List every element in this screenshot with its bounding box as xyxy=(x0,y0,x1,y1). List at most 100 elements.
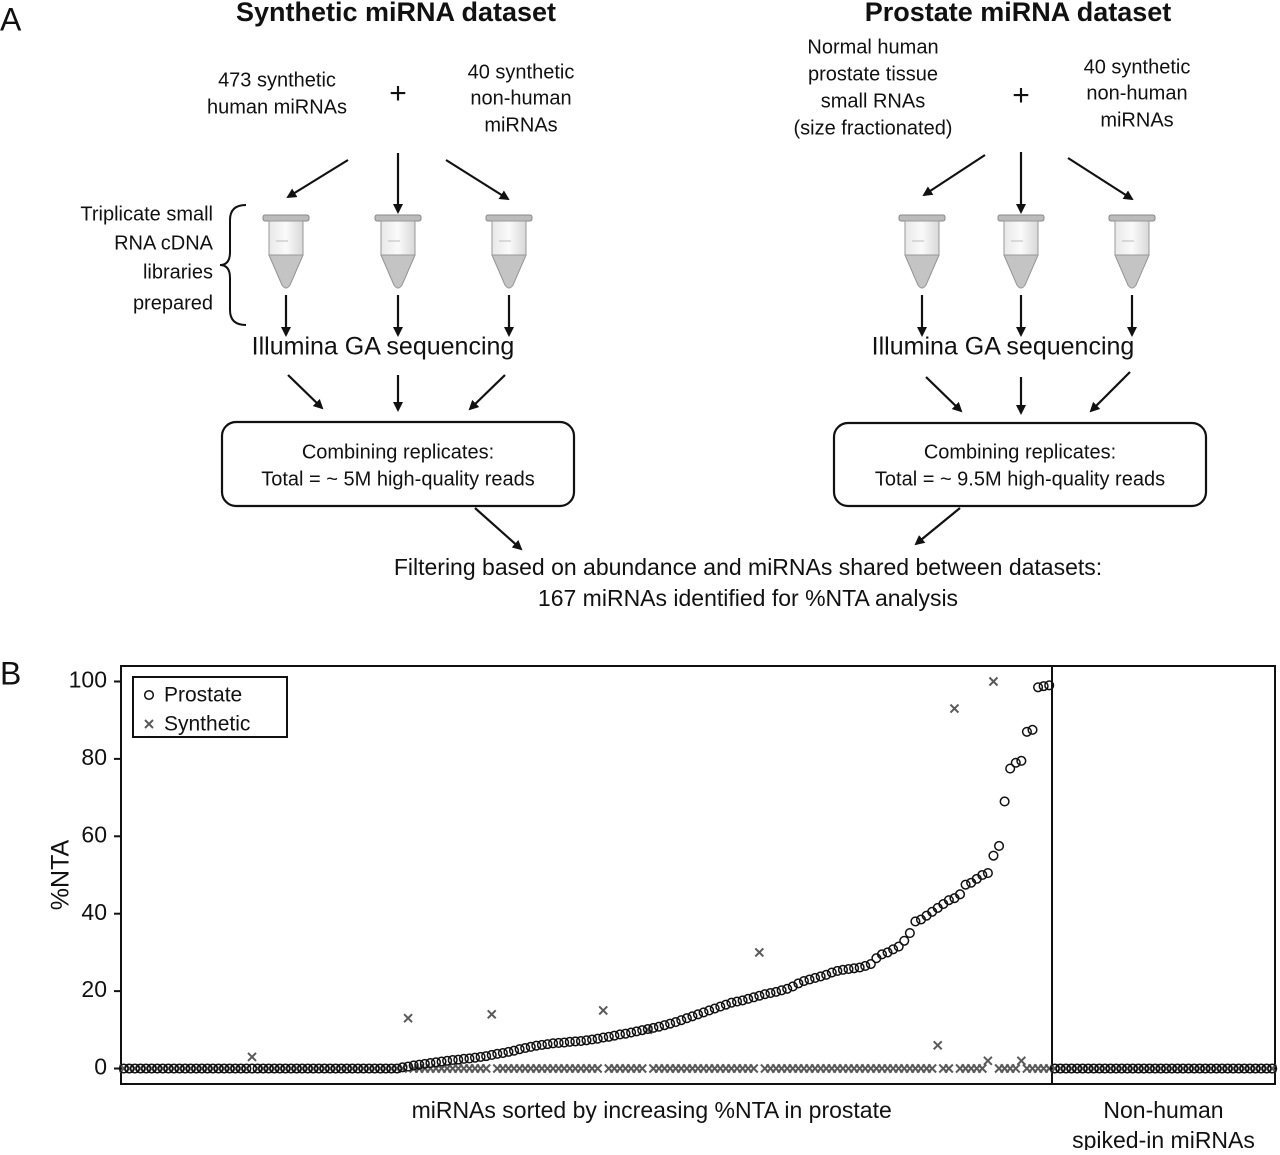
point xyxy=(157,1063,168,1074)
point xyxy=(207,1063,219,1074)
point xyxy=(659,1020,670,1031)
point xyxy=(1044,680,1055,691)
point xyxy=(144,719,154,729)
point xyxy=(787,981,798,992)
point xyxy=(302,1063,313,1074)
point xyxy=(325,1063,336,1074)
point xyxy=(548,1038,559,1049)
point xyxy=(988,850,999,861)
point xyxy=(999,796,1010,807)
point xyxy=(882,947,893,958)
point xyxy=(1256,1063,1267,1074)
point xyxy=(899,935,910,946)
point xyxy=(698,1007,709,1018)
point xyxy=(486,1049,497,1061)
dataset-title: Prostate miRNA dataset xyxy=(865,0,1172,27)
point xyxy=(492,1048,503,1059)
point xyxy=(536,1039,547,1050)
point xyxy=(1027,724,1038,735)
point xyxy=(603,1031,614,1042)
arrow xyxy=(914,507,961,546)
point xyxy=(141,1063,152,1074)
point xyxy=(720,999,731,1010)
point xyxy=(442,1055,453,1066)
x-axis-label: Non-human xyxy=(1103,1097,1223,1123)
point xyxy=(475,1051,486,1062)
point xyxy=(230,1063,241,1074)
arrow xyxy=(925,376,963,413)
point xyxy=(782,983,793,994)
point xyxy=(269,1063,280,1074)
point xyxy=(1016,1056,1027,1066)
filter-text: Filtering based on abundance and miRNAs … xyxy=(394,554,1102,580)
point xyxy=(1094,1063,1105,1074)
input-text: non-human xyxy=(470,87,571,109)
point xyxy=(626,1027,637,1038)
point xyxy=(219,1063,230,1074)
point xyxy=(904,928,915,939)
point xyxy=(598,1005,608,1016)
point xyxy=(977,1063,988,1074)
point xyxy=(263,1063,274,1074)
input-text: human miRNAs xyxy=(207,96,347,118)
triplicate-text: Triplicate small xyxy=(80,203,213,225)
point xyxy=(352,1063,363,1074)
point xyxy=(458,1053,469,1064)
point xyxy=(453,1054,464,1065)
point xyxy=(425,1058,436,1069)
point xyxy=(391,1063,403,1074)
input-text: miRNAs xyxy=(484,114,557,136)
point xyxy=(1138,1063,1150,1074)
point xyxy=(1267,1063,1278,1074)
point xyxy=(285,1063,297,1074)
point xyxy=(430,1057,442,1068)
point xyxy=(1161,1063,1172,1074)
point xyxy=(715,1001,726,1012)
point xyxy=(587,1034,598,1045)
x-axis-label: miRNAs sorted by increasing %NTA in pros… xyxy=(412,1097,892,1123)
point xyxy=(944,1063,954,1074)
brace xyxy=(219,204,247,326)
y-tick-label: 0 xyxy=(94,1054,107,1080)
arrow xyxy=(468,374,506,411)
point xyxy=(341,1063,352,1074)
point xyxy=(313,1063,324,1074)
y-tick-label: 40 xyxy=(81,899,107,925)
point xyxy=(1005,763,1016,774)
point xyxy=(687,1011,698,1022)
point xyxy=(180,1063,191,1074)
point xyxy=(1021,726,1032,737)
point xyxy=(241,1063,252,1074)
point xyxy=(1228,1063,1239,1074)
point xyxy=(124,1063,135,1074)
input-text: 40 synthetic xyxy=(468,61,575,83)
point xyxy=(1083,1063,1094,1074)
point xyxy=(765,987,776,999)
input-text: miRNAs xyxy=(1100,109,1173,131)
point xyxy=(408,1060,419,1071)
plus: + xyxy=(1012,79,1030,112)
point xyxy=(692,1009,704,1020)
point xyxy=(1200,1063,1211,1074)
point xyxy=(826,967,837,978)
triplicate-text: RNA cDNA xyxy=(114,232,214,254)
sequencing-text: Illumina GA sequencing xyxy=(252,333,515,361)
point xyxy=(319,1063,330,1074)
arrow xyxy=(474,507,523,551)
y-axis-label: %NTA xyxy=(47,839,75,910)
point xyxy=(364,1063,375,1074)
point xyxy=(653,1021,665,1032)
arrow xyxy=(1067,157,1134,201)
input-text: 473 synthetic xyxy=(218,69,336,91)
point xyxy=(464,1053,475,1064)
point xyxy=(1049,1063,1060,1074)
arrow xyxy=(286,159,349,199)
triplicate-text: prepared xyxy=(133,292,213,314)
tube xyxy=(997,214,1045,289)
point xyxy=(1088,1063,1099,1074)
point xyxy=(191,1063,202,1074)
point xyxy=(592,1033,603,1044)
point xyxy=(1155,1063,1166,1074)
point xyxy=(620,1028,631,1039)
